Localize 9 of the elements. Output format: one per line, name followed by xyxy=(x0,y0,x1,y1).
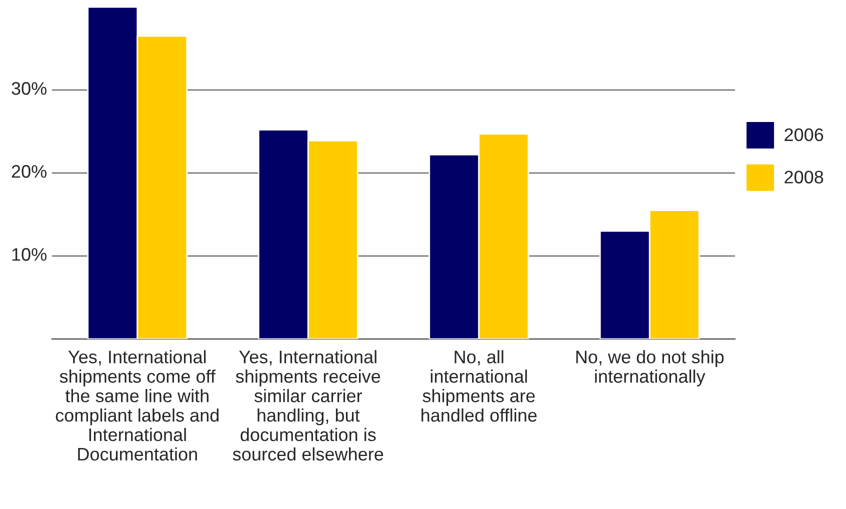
x-tick-label: Yes, International shipments come off the same line with compliant labels and International Documentation xyxy=(56,350,219,461)
y-tick-label: 30% xyxy=(12,82,46,95)
y-tick-label: 10% xyxy=(12,248,46,261)
x-tick-label: No, we do not ship internationally xyxy=(576,350,724,386)
x-tick-label: Yes, International shipments receive similar carrier handling, but documentation is sourced elsewhere xyxy=(232,350,384,461)
x-tick-label: No, all international shipments are handled offline xyxy=(422,350,537,422)
legend-label: 2006 xyxy=(784,128,824,142)
legend-label: 2008 xyxy=(784,170,824,184)
y-tick-label: 20% xyxy=(12,165,46,178)
